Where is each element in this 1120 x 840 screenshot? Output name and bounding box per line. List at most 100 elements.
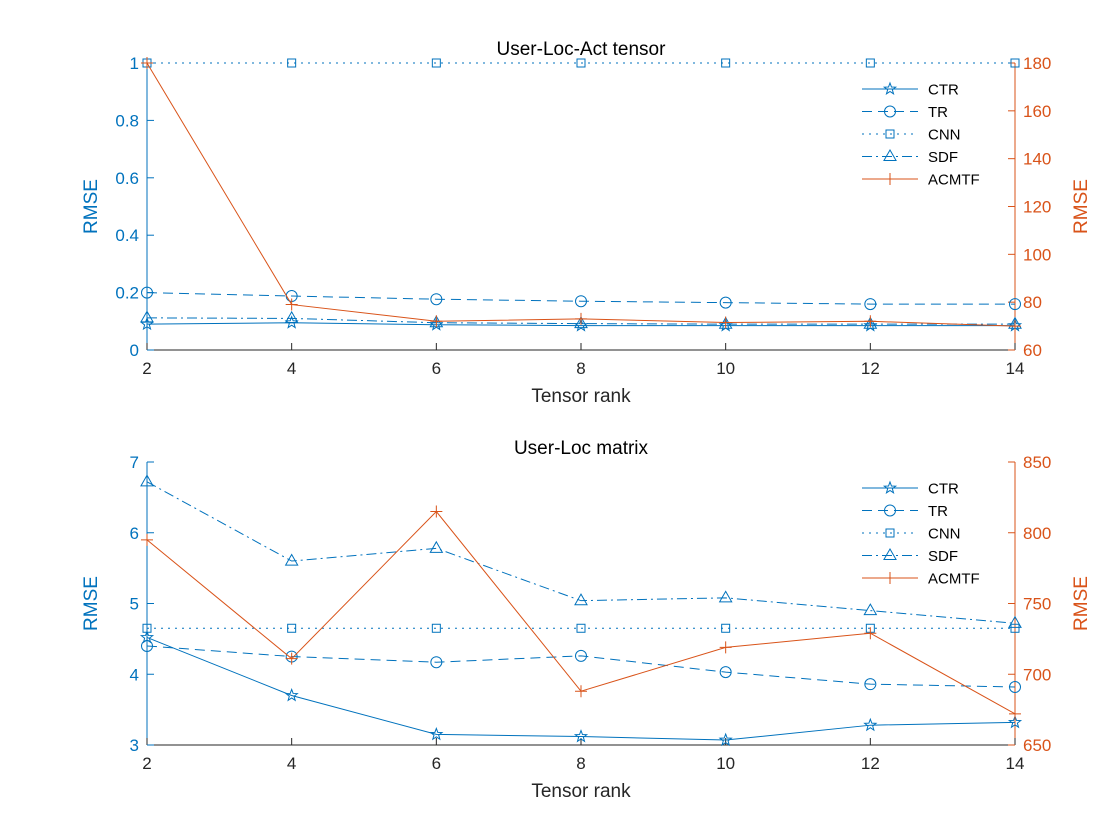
left-y-tick-label: 1	[130, 54, 139, 73]
data-point-cnn	[576, 58, 586, 68]
x-tick-label: 14	[1006, 359, 1025, 378]
data-point-cnn	[1010, 58, 1020, 68]
left-y-axis-label: RMSE	[81, 179, 102, 234]
left-y-tick-label: 5	[130, 595, 139, 614]
data-point-tr	[141, 639, 153, 652]
left-y-tick-label: 0.4	[115, 226, 139, 245]
right-y-tick-label: 160	[1023, 102, 1051, 121]
x-axis-label: Tensor rank	[531, 781, 631, 802]
right-y-tick-label: 100	[1023, 245, 1051, 264]
legend-label-tr: TR	[928, 104, 948, 121]
legend-marker-cnn	[885, 528, 895, 538]
data-point-tr	[430, 293, 443, 306]
left-y-tick-label: 0	[130, 341, 139, 360]
legend-label-acmtf: ACMTF	[928, 172, 980, 189]
x-tick-label: 4	[287, 754, 296, 773]
data-point-tr	[864, 678, 877, 691]
left-y-tick-label: 7	[130, 453, 139, 472]
right-y-tick-label: 800	[1023, 524, 1051, 543]
legend-marker-sdf	[883, 148, 897, 162]
legend-label-acmtf: ACMTF	[928, 571, 980, 588]
data-point-cnn	[142, 623, 152, 633]
data-point-sdf	[863, 316, 878, 329]
legend-marker-sdf	[883, 547, 897, 561]
data-point-tr	[719, 296, 732, 309]
data-point-acmtf	[864, 627, 877, 640]
legend-label-cnn: CNN	[928, 127, 961, 144]
x-tick-label: 10	[716, 754, 735, 773]
legend-label-tr: TR	[928, 503, 948, 520]
chart-panel-2: User-Loc matrix 2 4 6 8 10 12 14 Tensor rank 3 4 5 6…	[81, 438, 1092, 802]
data-point-acmtf	[285, 652, 298, 665]
data-point-acmtf	[430, 505, 443, 518]
x-tick-label: 12	[861, 754, 880, 773]
legend-marker-tr	[884, 105, 896, 118]
data-point-ctr	[284, 315, 299, 329]
x-tick-label: 12	[861, 359, 880, 378]
data-point-acmtf	[719, 641, 732, 654]
data-point-cnn	[721, 58, 731, 68]
chart-title: User-Loc-Act tensor	[497, 39, 667, 60]
chart-title: User-Loc matrix	[514, 438, 649, 459]
right-y-tick-label: 850	[1023, 453, 1051, 472]
right-y-tick-label: 700	[1023, 665, 1051, 684]
data-point-acmtf	[575, 312, 587, 325]
data-point-ctr	[718, 732, 733, 747]
x-axis-label: Tensor rank	[531, 386, 631, 407]
data-point-cnn	[431, 58, 441, 68]
data-point-sdf	[863, 603, 878, 616]
data-point-ctr	[573, 729, 589, 743]
data-point-sdf	[429, 540, 444, 553]
right-y-axis-label: RMSE	[1071, 179, 1092, 234]
data-point-sdf	[574, 593, 588, 606]
data-point-acmtf	[430, 315, 443, 328]
x-tick-label: 8	[576, 754, 585, 773]
x-tick-label: 2	[142, 754, 151, 773]
legend-label-sdf: SDF	[928, 548, 958, 565]
data-point-cnn	[287, 623, 297, 633]
data-point-cnn	[576, 623, 586, 633]
data-point-cnn	[1010, 623, 1020, 633]
left-y-tick-label: 6	[130, 524, 139, 543]
legend-marker-acmtf	[884, 173, 896, 185]
legend-label-ctr: CTR	[928, 82, 959, 99]
data-point-tr	[719, 666, 732, 679]
data-point-acmtf	[575, 685, 587, 698]
x-tick-label: 14	[1006, 754, 1025, 773]
legend-marker-cnn	[885, 129, 895, 139]
data-point-cnn	[721, 623, 731, 633]
left-y-tick-label: 3	[130, 736, 139, 755]
series-line-ctr	[146, 636, 1016, 741]
data-point-acmtf	[719, 316, 732, 329]
legend-marker-ctr	[882, 480, 898, 495]
data-point-tr	[575, 295, 587, 308]
data-point-sdf	[718, 590, 733, 603]
data-point-acmtf	[285, 298, 298, 311]
legend-marker-tr	[884, 504, 896, 517]
x-tick-label: 6	[432, 359, 441, 378]
legend-marker-ctr	[882, 81, 898, 96]
data-point-cnn	[287, 58, 297, 68]
left-y-tick-label: 4	[130, 665, 139, 684]
data-point-acmtf	[141, 57, 153, 69]
x-tick-label: 2	[142, 359, 151, 378]
data-point-ctr	[284, 688, 299, 702]
right-y-tick-label: 60	[1023, 341, 1042, 360]
x-tick-label: 4	[287, 359, 296, 378]
data-point-sdf	[284, 553, 299, 566]
legend-label-ctr: CTR	[928, 481, 959, 498]
data-point-cnn	[431, 623, 441, 633]
x-tick-label: 6	[432, 754, 441, 773]
data-point-tr	[1009, 298, 1021, 311]
data-point-sdf	[140, 474, 154, 487]
data-point-sdf	[284, 310, 299, 323]
data-point-tr	[1009, 680, 1021, 693]
right-y-tick-label: 140	[1023, 150, 1051, 169]
series-line-acmtf	[146, 62, 1016, 327]
right-y-tick-label: 180	[1023, 54, 1051, 73]
data-point-tr	[575, 649, 587, 662]
data-point-cnn	[865, 58, 875, 68]
x-tick-label: 10	[716, 359, 735, 378]
legend-label-cnn: CNN	[928, 526, 961, 543]
